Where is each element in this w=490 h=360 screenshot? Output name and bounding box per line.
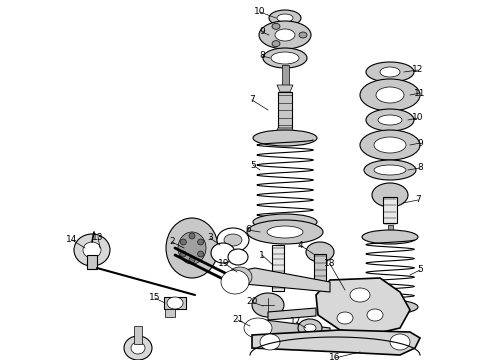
Ellipse shape [376, 87, 404, 103]
Ellipse shape [131, 342, 145, 354]
Ellipse shape [252, 293, 284, 317]
Ellipse shape [247, 220, 323, 244]
Text: 5: 5 [417, 266, 423, 274]
Ellipse shape [244, 318, 272, 338]
Ellipse shape [224, 234, 242, 246]
Ellipse shape [360, 130, 420, 160]
Ellipse shape [166, 218, 218, 278]
Polygon shape [316, 278, 410, 335]
Ellipse shape [366, 62, 414, 82]
Ellipse shape [197, 251, 204, 257]
Polygon shape [275, 128, 295, 135]
Text: 4: 4 [297, 240, 303, 249]
Ellipse shape [366, 109, 414, 131]
Ellipse shape [178, 232, 206, 264]
Text: 21: 21 [232, 315, 244, 324]
Ellipse shape [298, 319, 322, 337]
Ellipse shape [364, 160, 416, 180]
Polygon shape [278, 92, 292, 128]
Ellipse shape [189, 257, 195, 263]
Ellipse shape [306, 242, 334, 262]
Text: 20: 20 [246, 297, 258, 306]
Polygon shape [250, 320, 330, 338]
Polygon shape [268, 308, 316, 320]
Text: 6: 6 [245, 225, 251, 234]
Ellipse shape [253, 130, 317, 146]
Ellipse shape [180, 251, 186, 257]
Ellipse shape [374, 165, 406, 175]
Ellipse shape [360, 79, 420, 111]
Ellipse shape [372, 183, 408, 207]
Bar [164, 297, 186, 309]
Text: 17: 17 [290, 318, 302, 327]
Text: 13: 13 [92, 233, 104, 242]
Text: 7: 7 [415, 195, 421, 204]
Ellipse shape [269, 10, 301, 26]
Ellipse shape [378, 115, 402, 125]
Text: 16: 16 [329, 354, 341, 360]
Text: 10: 10 [254, 8, 266, 17]
Text: 10: 10 [412, 113, 424, 122]
Text: 19: 19 [218, 258, 230, 267]
Ellipse shape [272, 23, 280, 29]
Ellipse shape [337, 312, 353, 324]
Ellipse shape [350, 288, 370, 302]
Bar [87, 255, 97, 269]
Ellipse shape [124, 336, 152, 360]
Ellipse shape [228, 249, 248, 265]
Ellipse shape [189, 233, 195, 239]
Ellipse shape [299, 32, 307, 38]
Ellipse shape [74, 234, 110, 266]
Polygon shape [277, 85, 293, 92]
Ellipse shape [271, 52, 299, 64]
Text: 1: 1 [259, 251, 265, 260]
Ellipse shape [217, 228, 249, 252]
Text: 8: 8 [259, 51, 265, 60]
Bar [272, 245, 284, 291]
Ellipse shape [197, 239, 204, 245]
Ellipse shape [260, 334, 280, 350]
Bar [383, 197, 397, 223]
Ellipse shape [263, 48, 307, 68]
Ellipse shape [259, 21, 311, 49]
Text: 12: 12 [412, 66, 424, 75]
Text: 14: 14 [66, 235, 78, 244]
Bar [314, 254, 326, 282]
Ellipse shape [167, 297, 183, 309]
Ellipse shape [362, 300, 418, 314]
Ellipse shape [275, 29, 295, 41]
Ellipse shape [374, 137, 406, 153]
Text: 18: 18 [324, 260, 336, 269]
Ellipse shape [180, 239, 186, 245]
Ellipse shape [362, 230, 418, 244]
Text: 8: 8 [417, 163, 423, 172]
Polygon shape [252, 330, 420, 355]
Text: 9: 9 [417, 139, 423, 148]
Ellipse shape [272, 41, 280, 47]
Polygon shape [232, 268, 330, 292]
Text: 9: 9 [259, 27, 265, 36]
Ellipse shape [83, 242, 101, 258]
Ellipse shape [380, 67, 400, 77]
Text: 15: 15 [149, 293, 161, 302]
Text: 5: 5 [250, 161, 256, 170]
Text: 11: 11 [414, 89, 426, 98]
Text: 2: 2 [169, 238, 175, 247]
Ellipse shape [367, 309, 383, 321]
Text: 3: 3 [207, 234, 213, 243]
Bar [388, 225, 392, 241]
Text: 7: 7 [249, 95, 255, 104]
Ellipse shape [390, 334, 410, 350]
Ellipse shape [253, 214, 317, 230]
Ellipse shape [267, 226, 303, 238]
Ellipse shape [221, 270, 249, 294]
Ellipse shape [277, 14, 293, 22]
Bar [134, 326, 142, 344]
Ellipse shape [304, 324, 316, 332]
Bar [165, 309, 175, 317]
Ellipse shape [228, 267, 252, 287]
Ellipse shape [211, 243, 235, 263]
Bar [281, 65, 289, 85]
